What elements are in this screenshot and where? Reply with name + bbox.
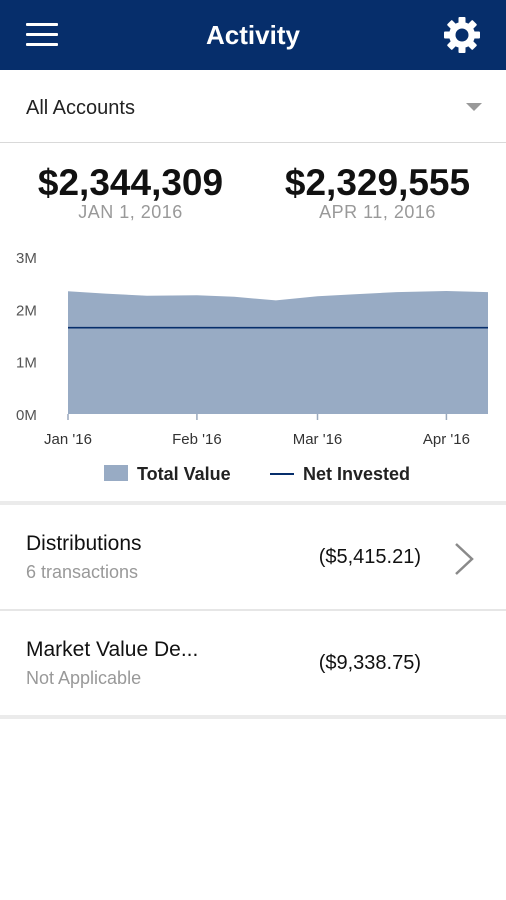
transaction-amount: ($5,415.21) [318,546,421,568]
section-divider [0,501,506,505]
x-tick-label: Apr '16 [423,431,470,448]
start-balance: $2,344,309 JAN 1, 2016 [4,162,257,223]
y-tick-label: 1M [16,355,37,372]
account-selector-value: All Accounts [26,97,135,119]
y-tick-label: 3M [16,250,37,267]
transaction-subtitle: 6 transactions [26,562,139,582]
gear-icon[interactable] [442,15,482,55]
start-balance-date: JAN 1, 2016 [78,202,183,222]
x-tick-label: Jan '16 [44,431,92,448]
hamburger-menu-icon[interactable] [26,22,58,48]
transaction-row-market-value[interactable]: Market Value De... Not Applicable ($9,33… [0,611,506,719]
total-value-area [68,291,488,414]
transaction-amount: ($9,338.75) [318,652,421,674]
end-balance-value: $2,329,555 [284,162,471,203]
total-value-swatch [104,465,128,481]
net-invested-swatch [270,473,294,475]
legend-total-value: Total Value [137,464,231,484]
y-tick-label: 2M [16,302,37,319]
top-app-bar: Activity [0,0,506,70]
end-balance: $2,329,555 APR 11, 2016 [251,162,504,223]
end-balance-date: APR 11, 2016 [319,202,436,222]
activity-chart: 0M 1M 2M 3M Jan '16 Feb '16 Mar '16 Apr '16 [16,250,488,448]
transaction-subtitle: Not Applicable [26,668,142,688]
y-tick-label: 0M [16,407,37,424]
x-tick-label: Feb '16 [172,431,222,448]
transaction-name: Market Value De... [26,638,199,661]
chart-legend: Total Value Net Invested [0,462,506,486]
caret-down-icon [466,103,482,111]
chevron-right-icon[interactable] [452,541,476,577]
account-selector-dropdown[interactable]: All Accounts [0,70,506,143]
start-balance-value: $2,344,309 [37,162,224,203]
x-tick-label: Mar '16 [293,431,343,448]
page-title: Activity [206,20,300,50]
legend-net-invested: Net Invested [303,464,411,484]
transaction-name: Distributions [26,532,142,555]
transaction-row-distributions[interactable]: Distributions 6 transactions ($5,415.21) [0,505,506,611]
